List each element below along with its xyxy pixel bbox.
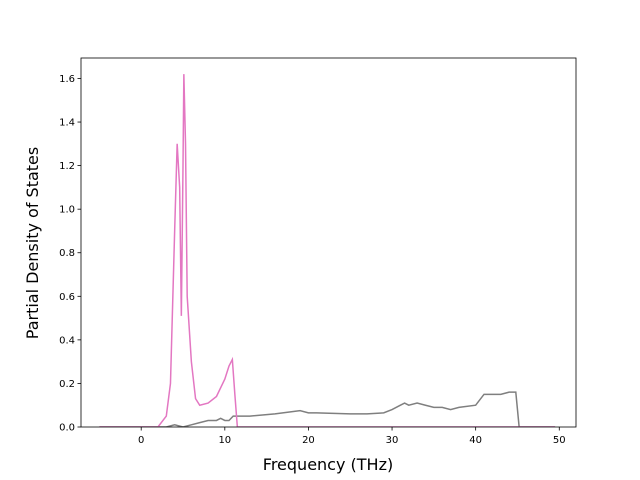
x-tick-label: 10 [218, 435, 231, 446]
data-line [99, 74, 556, 427]
x-axis-label: Frequency (THz) [263, 455, 393, 474]
plot-frame [80, 57, 577, 428]
y-tick-label: 0.8 [59, 248, 75, 259]
y-tick-label: 1.0 [59, 205, 75, 216]
y-tick-label: 0.2 [59, 379, 75, 390]
x-tick-label: 40 [469, 435, 482, 446]
y-tick-label: 1.2 [59, 161, 75, 172]
x-tick-label: 30 [386, 435, 399, 446]
x-tick-label: 0 [138, 435, 144, 446]
y-tick-label: 1.6 [59, 74, 75, 85]
y-tick-label: 0.0 [59, 423, 75, 434]
y-tick-label: 0.4 [59, 335, 75, 346]
x-tick-label: 20 [302, 435, 315, 446]
x-tick-label: 50 [553, 435, 566, 446]
y-tick-label: 1.4 [59, 118, 75, 129]
y-axis-label: Partial Density of States [23, 147, 42, 339]
y-tick-label: 0.6 [59, 292, 75, 303]
data-line [99, 391, 556, 427]
